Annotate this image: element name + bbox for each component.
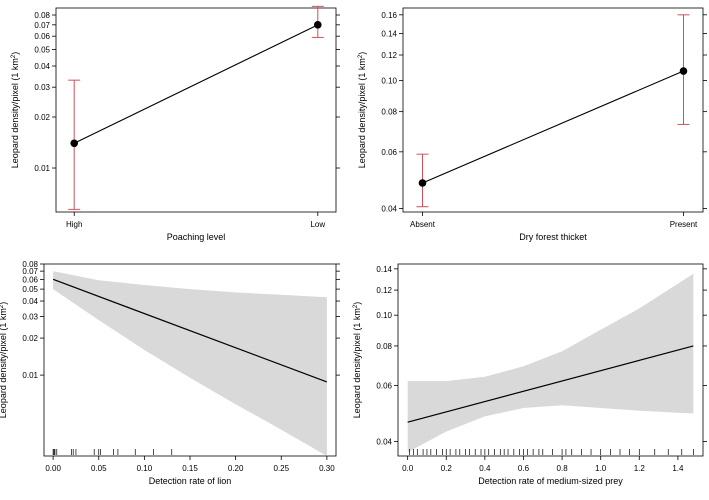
x-tick-label: 0.00	[45, 464, 61, 473]
y-tick-label: 0.12	[381, 51, 397, 60]
trend-line	[73, 24, 319, 144]
chart-panel-bottom-right: 0.04 0.06 0.08 0.10 0.12 0.14 0.0 0.2 0.4 0.6 0.8 1…	[352, 263, 707, 486]
x-axis-title: Poaching level	[167, 232, 226, 242]
y-tick-label: 0.04	[22, 297, 38, 306]
y-tick-label: 0.08	[34, 11, 50, 20]
fit-line	[407, 345, 694, 423]
confidence-band	[53, 271, 327, 456]
data-point	[70, 139, 78, 148]
x-category-label: High	[66, 220, 82, 229]
y-tick-label: 0.04	[381, 204, 397, 213]
y-tick-label: 0.14	[376, 265, 392, 274]
y-tick-label: 0.07	[22, 267, 38, 276]
x-tick-label: 0.30	[319, 464, 335, 473]
plot-frame	[55, 7, 337, 213]
x-tick-label: 0.25	[273, 464, 289, 473]
data-point	[418, 179, 427, 187]
trend-line	[422, 70, 684, 184]
y-tick-label: 0.04	[34, 62, 50, 71]
x-axis-title: Dry forest thicket	[519, 232, 587, 242]
x-axis-title: Detection rate of medium-sized prey	[478, 476, 623, 486]
y-tick-label: 0.06	[22, 275, 38, 284]
x-category-label: Low	[310, 220, 325, 229]
y-tick-label: 0.06	[381, 148, 397, 157]
x-axis-title: Detection rate of lion	[149, 476, 232, 486]
y-tick-label: 0.10	[376, 311, 392, 320]
y-tick-label: 0.06	[34, 32, 50, 41]
y-tick-label: 0.01	[34, 164, 50, 173]
x-tick-label: 0.05	[91, 464, 107, 473]
data-point	[679, 67, 688, 75]
y-tick-label: 0.16	[381, 11, 397, 20]
y-tick-label: 0.08	[376, 342, 392, 351]
y-tick-label: 0.05	[22, 285, 38, 294]
confidence-band	[407, 273, 694, 453]
x-tick-label: 0.20	[228, 464, 244, 473]
x-tick-label: 0.15	[182, 464, 198, 473]
y-axis-title: Leopard density/pixel (1 km2)	[352, 302, 362, 418]
x-tick-label: 0.2	[441, 464, 453, 473]
y-tick-label: 0.14	[381, 29, 397, 38]
y-axis-title: Leopard density/pixel (1 km2)	[357, 52, 367, 168]
x-tick-label: 0.0	[402, 464, 414, 473]
x-tick-label: 0.10	[137, 464, 153, 473]
y-tick-label: 0.04	[376, 437, 392, 446]
y-tick-label: 0.02	[34, 113, 50, 122]
y-tick-label: 0.03	[34, 83, 50, 92]
data-point	[314, 21, 322, 29]
y-tick-label: 0.08	[381, 108, 397, 117]
y-tick-label: 0.07	[34, 21, 50, 30]
x-tick-label: 1.4	[672, 464, 684, 473]
y-tick-label: 0.06	[376, 382, 392, 391]
plot-frame	[402, 7, 704, 213]
y-tick-label: 0.02	[22, 334, 38, 343]
y-axis-title: Leopard density/pixel (1 km2)	[10, 52, 20, 168]
y-tick-label: 0.12	[376, 286, 392, 295]
y-tick-label: 0.08	[22, 260, 38, 269]
y-tick-label: 0.01	[22, 371, 38, 380]
chart-panel-top-left: 0.01 0.02 0.03 0.04 0.05 0.06 0.070.08 High Low P…	[10, 5, 340, 242]
y-tick-label: 0.10	[381, 76, 397, 85]
x-category-label: Present	[670, 220, 698, 229]
y-tick-label: 0.03	[22, 312, 38, 321]
x-tick-label: 0.4	[479, 464, 491, 473]
chart-panel-top-right: 0.04 0.06 0.08 0.10 0.12 0.14 0.16 Absent Presen…	[357, 7, 707, 242]
y-tick-label: 0.05	[34, 46, 50, 55]
fit-line	[52, 278, 328, 383]
x-tick-label: 0.6	[518, 464, 530, 473]
y-axis-title: Leopard density/pixel (1 km2)	[0, 302, 8, 418]
plot-frame	[397, 263, 704, 457]
x-tick-label: 0.8	[557, 464, 569, 473]
chart-panel-bottom-left: 0.010.020.030.040.050.060.070.080.00 0.05…	[0, 260, 340, 486]
x-tick-label: 1.2	[634, 464, 646, 473]
x-category-label: Absent	[410, 220, 436, 229]
x-tick-label: 1.0	[595, 464, 607, 473]
